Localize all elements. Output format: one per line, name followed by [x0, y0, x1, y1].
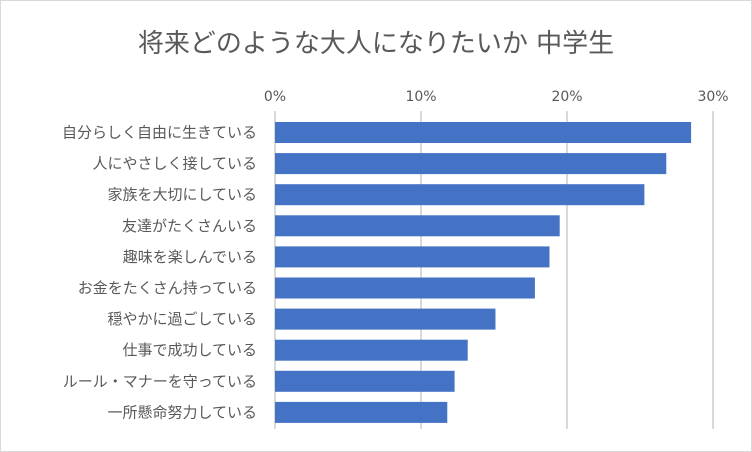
- category-label: 仕事で成功している: [122, 341, 257, 359]
- bar: [275, 277, 535, 299]
- x-tick-label: 10%: [405, 89, 436, 105]
- category-label: ルール・マナーを守っている: [63, 372, 257, 390]
- x-tick-label: 30%: [697, 89, 728, 105]
- chart-title: 将来どのような大人になりたいか 中学生: [137, 29, 615, 59]
- bar: [275, 153, 667, 175]
- bar: [275, 184, 645, 206]
- bar: [275, 246, 550, 268]
- x-tick-label: 20%: [551, 89, 582, 105]
- x-tick-label: 0%: [264, 89, 286, 105]
- category-label: 友達がたくさんいる: [122, 217, 257, 235]
- bar: [275, 215, 560, 237]
- bar: [275, 122, 692, 143]
- bar: [275, 339, 468, 361]
- category-label: お金をたくさん持っている: [78, 279, 257, 297]
- category-label: 一所懸命努力している: [107, 403, 257, 421]
- bar: [275, 401, 448, 423]
- category-label: 趣味を楽しんでいる: [123, 248, 257, 266]
- category-label: 家族を大切にしている: [107, 186, 257, 204]
- category-label: 人にやさしく接している: [92, 155, 257, 173]
- category-label: 自分らしく自由に生きている: [62, 124, 257, 142]
- bar: [275, 370, 455, 392]
- category-label: 穏やかに過ごしている: [107, 310, 257, 328]
- bar: [275, 308, 496, 330]
